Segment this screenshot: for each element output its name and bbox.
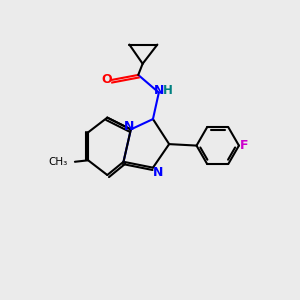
Text: O: O xyxy=(102,73,112,86)
Text: F: F xyxy=(240,139,248,152)
Text: N: N xyxy=(153,166,164,179)
Text: N: N xyxy=(124,120,135,133)
Text: N: N xyxy=(154,84,164,97)
Text: H: H xyxy=(163,84,172,97)
Text: CH₃: CH₃ xyxy=(48,157,68,167)
